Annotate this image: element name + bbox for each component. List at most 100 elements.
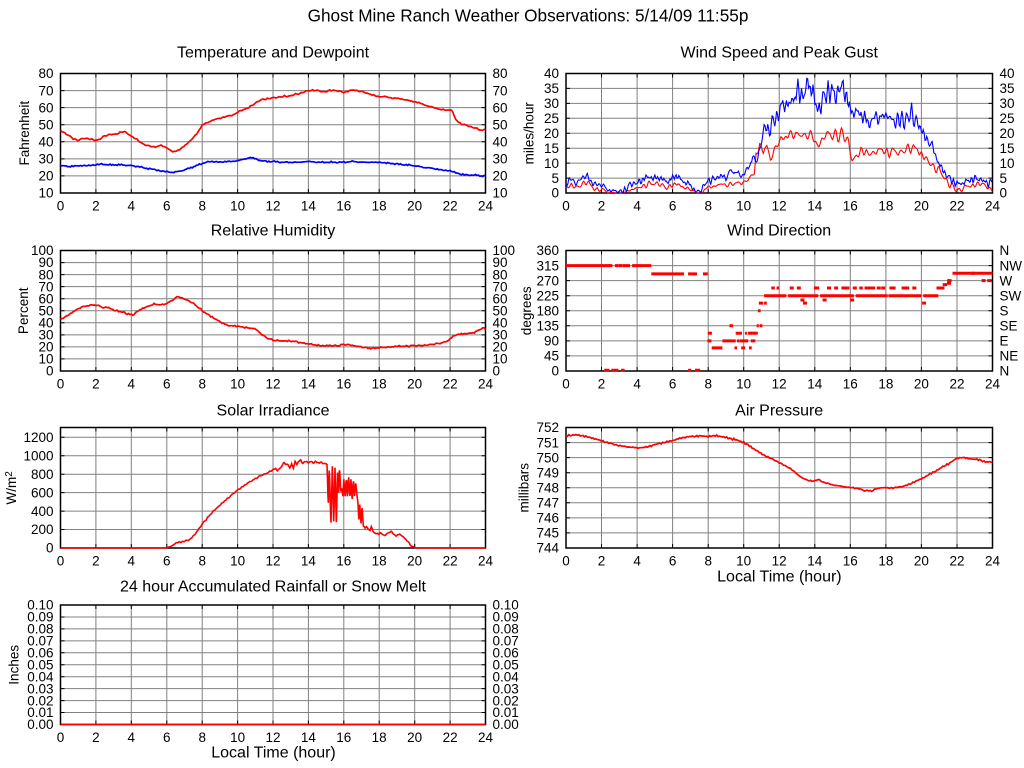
svg-text:30: 30 — [544, 96, 559, 111]
svg-text:10: 10 — [544, 156, 559, 171]
svg-text:748: 748 — [536, 480, 559, 495]
svg-text:15: 15 — [544, 141, 559, 156]
svg-text:0.07: 0.07 — [27, 634, 53, 649]
svg-text:6: 6 — [163, 199, 171, 214]
svg-text:0: 0 — [1000, 186, 1008, 201]
svg-text:20: 20 — [914, 554, 929, 569]
svg-text:8: 8 — [198, 554, 206, 569]
svg-text:20: 20 — [1000, 126, 1015, 141]
svg-text:16: 16 — [843, 377, 858, 392]
svg-text:0: 0 — [46, 364, 54, 379]
svg-text:751: 751 — [536, 435, 559, 450]
svg-text:10: 10 — [736, 377, 751, 392]
svg-text:10: 10 — [38, 186, 53, 201]
svg-text:24: 24 — [478, 730, 494, 745]
svg-text:0: 0 — [57, 554, 65, 569]
svg-text:800: 800 — [31, 467, 54, 482]
svg-text:225: 225 — [536, 288, 559, 303]
svg-text:12: 12 — [265, 554, 280, 569]
svg-text:30: 30 — [38, 328, 53, 343]
svg-text:8: 8 — [198, 199, 206, 214]
svg-text:18: 18 — [372, 199, 387, 214]
svg-text:Relative Humidity: Relative Humidity — [211, 223, 335, 240]
svg-text:Wind Direction: Wind Direction — [727, 223, 831, 240]
svg-text:10: 10 — [736, 554, 751, 569]
svg-text:30: 30 — [1000, 96, 1015, 111]
svg-text:25: 25 — [544, 111, 559, 126]
svg-text:100: 100 — [31, 243, 54, 258]
svg-text:40: 40 — [493, 135, 508, 150]
svg-text:30: 30 — [493, 328, 508, 343]
svg-text:30: 30 — [493, 152, 508, 167]
svg-text:millibars: millibars — [517, 463, 532, 513]
svg-text:70: 70 — [493, 83, 508, 98]
svg-text:20: 20 — [914, 199, 929, 214]
svg-text:N: N — [1000, 243, 1010, 258]
svg-text:750: 750 — [536, 450, 559, 465]
svg-text:35: 35 — [544, 81, 559, 96]
svg-text:N: N — [1000, 364, 1010, 379]
svg-text:5: 5 — [551, 171, 559, 186]
svg-text:0: 0 — [57, 377, 65, 392]
svg-text:400: 400 — [31, 504, 54, 519]
svg-text:0.02: 0.02 — [27, 693, 53, 708]
svg-text:2: 2 — [598, 199, 606, 214]
svg-text:24: 24 — [478, 377, 494, 392]
svg-text:40: 40 — [38, 135, 53, 150]
svg-text:0.08: 0.08 — [27, 622, 53, 637]
svg-text:Wind Speed and Peak Gust: Wind Speed and Peak Gust — [680, 44, 878, 61]
svg-text:30: 30 — [38, 152, 53, 167]
svg-text:4: 4 — [633, 377, 641, 392]
svg-text:20: 20 — [407, 554, 422, 569]
svg-text:14: 14 — [301, 199, 317, 214]
svg-text:Temperature and Dewpoint: Temperature and Dewpoint — [177, 44, 370, 61]
svg-text:NW: NW — [1000, 258, 1023, 273]
svg-text:8: 8 — [198, 730, 206, 745]
svg-text:80: 80 — [38, 66, 53, 81]
svg-text:0.00: 0.00 — [493, 717, 519, 732]
svg-text:50: 50 — [38, 303, 53, 318]
svg-text:22: 22 — [443, 554, 458, 569]
svg-text:90: 90 — [544, 334, 559, 349]
svg-text:16: 16 — [336, 554, 351, 569]
svg-text:22: 22 — [443, 730, 458, 745]
svg-text:60: 60 — [38, 291, 53, 306]
svg-text:4: 4 — [633, 199, 641, 214]
svg-text:20: 20 — [493, 169, 508, 184]
svg-text:20: 20 — [407, 199, 422, 214]
svg-text:200: 200 — [31, 522, 54, 537]
svg-text:12: 12 — [772, 377, 787, 392]
svg-text:747: 747 — [536, 496, 559, 511]
svg-text:Fahrenheit: Fahrenheit — [17, 101, 32, 166]
svg-text:24 hour Accumulated Rainfall o: 24 hour Accumulated Rainfall or Snow Mel… — [120, 579, 426, 596]
svg-text:60: 60 — [38, 100, 53, 115]
svg-text:12: 12 — [772, 199, 787, 214]
svg-text:0: 0 — [562, 199, 570, 214]
svg-text:20: 20 — [544, 126, 559, 141]
svg-text:0: 0 — [57, 730, 65, 745]
svg-text:80: 80 — [38, 267, 53, 282]
svg-text:4: 4 — [128, 554, 136, 569]
svg-text:8: 8 — [704, 554, 712, 569]
svg-text:SW: SW — [1000, 288, 1022, 303]
svg-text:25: 25 — [1000, 111, 1015, 126]
svg-text:20: 20 — [407, 730, 422, 745]
svg-text:0.04: 0.04 — [27, 669, 54, 684]
svg-text:16: 16 — [336, 730, 351, 745]
svg-text:0.01: 0.01 — [27, 705, 53, 720]
svg-text:16: 16 — [843, 199, 858, 214]
svg-text:5: 5 — [1000, 171, 1008, 186]
svg-text:Air Pressure: Air Pressure — [735, 403, 823, 420]
svg-text:10: 10 — [493, 186, 508, 201]
svg-text:12: 12 — [265, 199, 280, 214]
svg-text:22: 22 — [443, 199, 458, 214]
svg-text:10: 10 — [230, 377, 245, 392]
svg-text:14: 14 — [301, 730, 317, 745]
svg-text:0: 0 — [562, 554, 570, 569]
svg-text:135: 135 — [536, 319, 559, 334]
svg-text:40: 40 — [38, 316, 53, 331]
svg-text:S: S — [1000, 303, 1009, 318]
svg-text:80: 80 — [493, 267, 508, 282]
svg-text:0.00: 0.00 — [27, 717, 53, 732]
svg-text:W/m2: W/m2 — [4, 471, 19, 505]
